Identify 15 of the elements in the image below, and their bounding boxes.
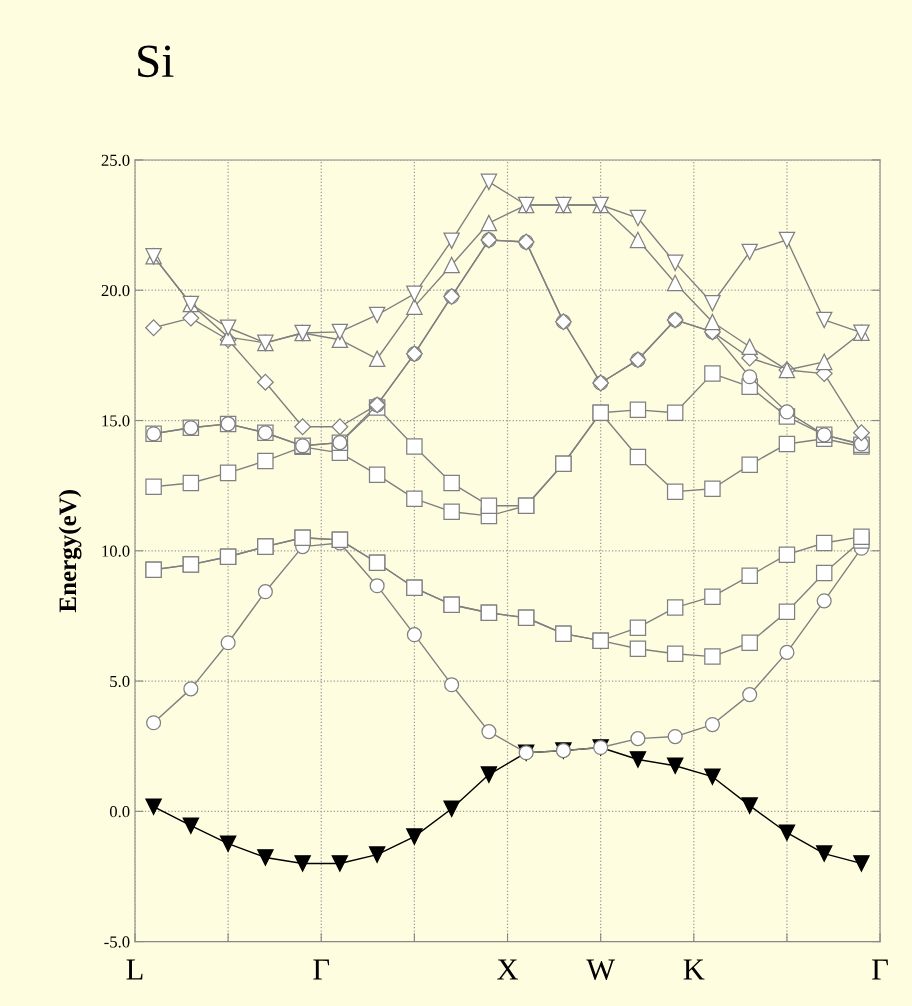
- y-axis-title: Energy(eV): [58, 490, 82, 613]
- y-tick-label: -5.0: [104, 936, 130, 948]
- chart-title: Si: [138, 45, 174, 78]
- y-tick-label: 20.0: [101, 284, 130, 297]
- y-tick-label: 0.0: [109, 806, 130, 818]
- x-tick-label: Γ: [313, 959, 330, 980]
- x-tick-label: L: [126, 959, 143, 980]
- x-tick-label: W: [586, 959, 616, 980]
- y-tick-label: 5.0: [110, 675, 130, 688]
- y-tick-label: 25.0: [101, 154, 130, 166]
- y-tick-label: 10.0: [102, 545, 130, 557]
- y-tick-label: 15.0: [102, 415, 130, 427]
- x-tick-label: K: [683, 959, 705, 980]
- x-tick-label: Γ: [872, 959, 888, 980]
- x-tick-label: X: [497, 959, 519, 980]
